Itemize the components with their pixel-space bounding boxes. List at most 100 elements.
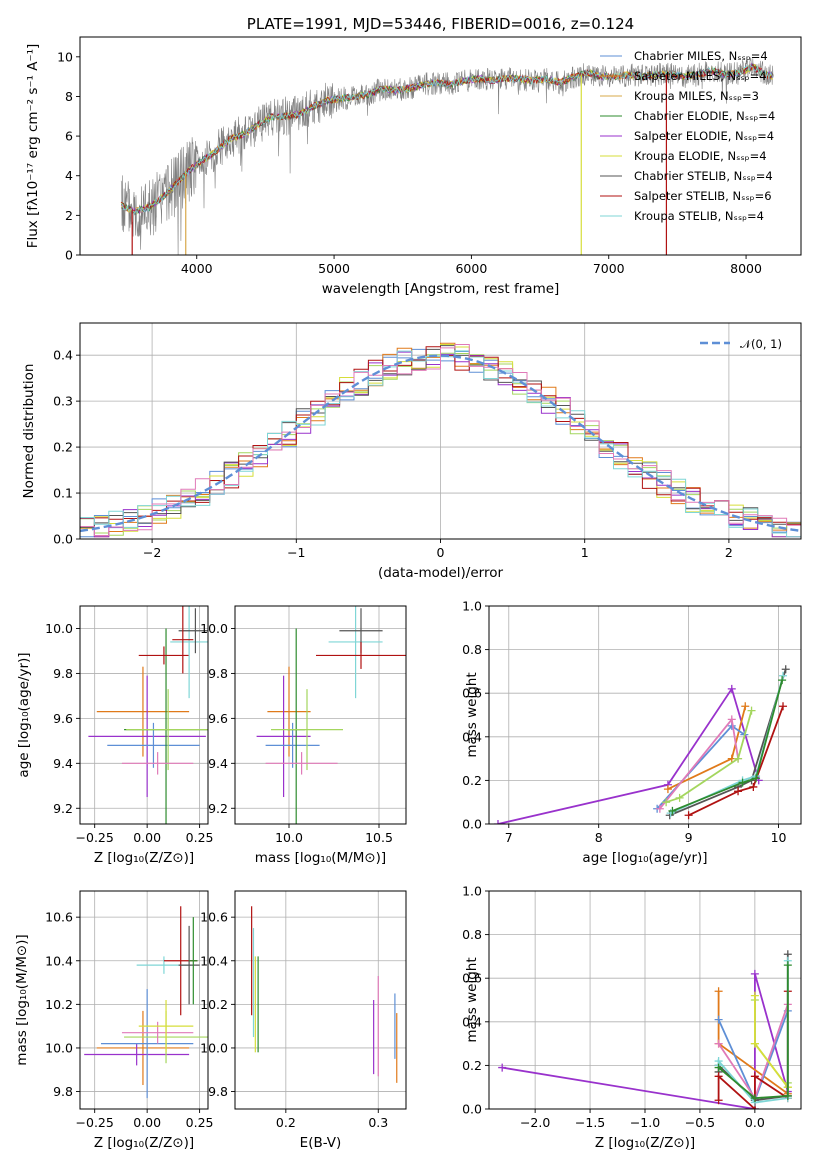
y-tick-label: 10.2 <box>45 997 73 1012</box>
mass-weight-marker <box>738 778 747 787</box>
legend-label: Chabrier ELODIE, Nₛₛₚ=4 <box>634 109 775 123</box>
panel-spectrum: 4000 5000 6000 7000 8000 0 2 4 6 8 10 wavelength [A… <box>25 15 802 297</box>
y-tick-label: 10.4 <box>45 953 73 968</box>
residual-histogram-step <box>80 344 801 536</box>
y-tick-label: 9.8 <box>53 1084 73 1099</box>
panel-massweight_vs_Z: −2.0 −1.5 −1.0 −0.5 0.0 0.0 0.2 0.4 0.6 0.8 1.0 Z [… <box>462 884 802 1151</box>
y-axis-label: Flux [fλ10⁻¹⁷ erg cm⁻² s⁻¹ A⁻¹] <box>25 44 41 249</box>
y-tick-label: 0.8 <box>462 927 482 942</box>
y-tick-label: 0.1 <box>53 486 73 501</box>
x-axis-label: Z [log₁₀(Z/Z⊙)] <box>94 850 194 866</box>
y-tick-label: 0.8 <box>462 642 482 657</box>
y-tick-label: 0 <box>65 248 73 263</box>
mass-weight-marker <box>747 706 756 715</box>
x-tick-label: 6000 <box>455 261 487 276</box>
y-tick-label: 10.4 <box>200 953 228 968</box>
mass-weight-marker <box>750 1039 759 1048</box>
mass-weight-line <box>665 710 753 804</box>
y-tick-label: 8 <box>65 89 73 104</box>
data-point <box>96 1010 190 1086</box>
plot-area <box>80 342 801 538</box>
y-tick-label: 0.4 <box>462 729 482 744</box>
legend-label: Chabrier MILES, Nₛₛₚ=4 <box>634 49 768 63</box>
x-tick-label: 0.2 <box>276 1115 296 1130</box>
x-axis-label: Z [log₁₀(Z/Z⊙)] <box>595 1135 695 1151</box>
axes-frame <box>79 322 802 540</box>
data-point <box>121 752 194 775</box>
mass-weight-line <box>669 668 787 817</box>
y-tick-label: 10 <box>57 49 73 64</box>
panel-mass_vs_Z: −0.25 0.00 0.25 9.8 10.0 10.2 10.4 10.6 Z [log₁₀… <box>14 890 214 1151</box>
y-tick-label: 9.2 <box>208 801 228 816</box>
normal-distribution-curve <box>80 354 801 533</box>
x-tick-label: 0.00 <box>133 1115 161 1130</box>
y-tick-label: 9.2 <box>53 801 73 816</box>
mass-weight-marker <box>714 1096 723 1105</box>
mass-weight-marker <box>778 676 787 685</box>
x-tick-label: −0.5 <box>685 1115 715 1130</box>
x-tick-label: 0.0 <box>745 1115 765 1130</box>
data-point <box>265 722 320 768</box>
y-tick-label: 0.0 <box>53 532 73 547</box>
x-tick-label: 1 <box>581 545 589 560</box>
mass-weight-marker <box>498 1063 507 1072</box>
data-point <box>271 689 343 771</box>
x-tick-label: 0 <box>437 545 445 560</box>
data-point <box>170 606 208 699</box>
mass-weight-line <box>717 954 789 1102</box>
mass-weight-line <box>688 705 784 817</box>
mass-weight-marker <box>714 1063 723 1072</box>
data-point <box>138 1000 194 1053</box>
mass-weight-marker <box>663 785 672 794</box>
x-tick-label: 10.5 <box>365 830 393 845</box>
data-point <box>84 1043 190 1066</box>
y-tick-label: 10.6 <box>200 910 228 925</box>
legend: Chabrier MILES, Nₛₛₚ=4 Salpeter MILES, Nₛ… <box>600 49 775 223</box>
y-tick-label: 9.6 <box>208 711 228 726</box>
legend-label: Kroupa ELODIE, Nₛₛₚ=4 <box>634 149 767 163</box>
mass-weight-marker <box>750 1094 759 1103</box>
x-axis-label: mass [log₁₀(M/M⊙)] <box>255 850 386 866</box>
x-tick-label: −1.0 <box>630 1115 660 1130</box>
x-axis-label: age [log₁₀(age/yr)] <box>582 850 707 866</box>
mass-weight-line <box>672 679 783 812</box>
mass-weight-marker <box>727 684 736 693</box>
legend-label: Salpeter MILES, Nₛₛₚ=4 <box>634 69 767 83</box>
data-point <box>265 752 338 775</box>
data-point <box>121 1021 194 1044</box>
y-tick-label: 9.8 <box>208 666 228 681</box>
panel-mass_vs_EBV: 0.2 0.3 9.8 10.0 10.2 10.4 10.6 E(B-V) <box>200 890 407 1151</box>
mass-weight-marker <box>668 806 677 815</box>
panel-age_vs_mass: 10.0 10.5 9.2 9.4 9.6 9.8 10.0 mass [log₁₀(M/M⊙… <box>200 605 407 866</box>
mass-weight-marker <box>783 961 792 970</box>
model-spectrum-line <box>120 64 773 215</box>
x-tick-label: 0.3 <box>368 1115 388 1130</box>
data-point <box>256 675 311 798</box>
plot-area <box>256 606 406 824</box>
y-tick-label: 6 <box>65 129 73 144</box>
mass-weight-marker <box>779 671 788 680</box>
x-tick-label: 10 <box>771 830 787 845</box>
data-point <box>96 666 190 757</box>
mass-weight-marker <box>727 715 736 724</box>
axes-frame <box>488 890 802 1110</box>
plot-area <box>88 606 208 824</box>
x-tick-label: 5000 <box>318 261 350 276</box>
y-tick-label: 9.8 <box>208 1084 228 1099</box>
plot-area <box>493 665 790 824</box>
y-tick-label: 0.2 <box>462 1058 482 1073</box>
y-tick-label: 9.8 <box>53 666 73 681</box>
x-tick-label: −0.25 <box>76 830 114 845</box>
data-point <box>88 675 206 798</box>
y-tick-label: 4 <box>65 168 73 183</box>
y-tick-label: 9.6 <box>53 711 73 726</box>
mass-weight-marker <box>749 782 758 791</box>
x-tick-label: 8000 <box>730 261 762 276</box>
y-tick-label: 0.2 <box>462 773 482 788</box>
mass-weight-marker <box>684 811 693 820</box>
legend-label: Chabrier STELIB, Nₛₛₚ=4 <box>634 169 773 183</box>
axes-frame <box>488 605 802 825</box>
mass-weight-marker <box>714 1015 723 1024</box>
data-point <box>328 606 383 699</box>
data-point <box>267 666 311 757</box>
